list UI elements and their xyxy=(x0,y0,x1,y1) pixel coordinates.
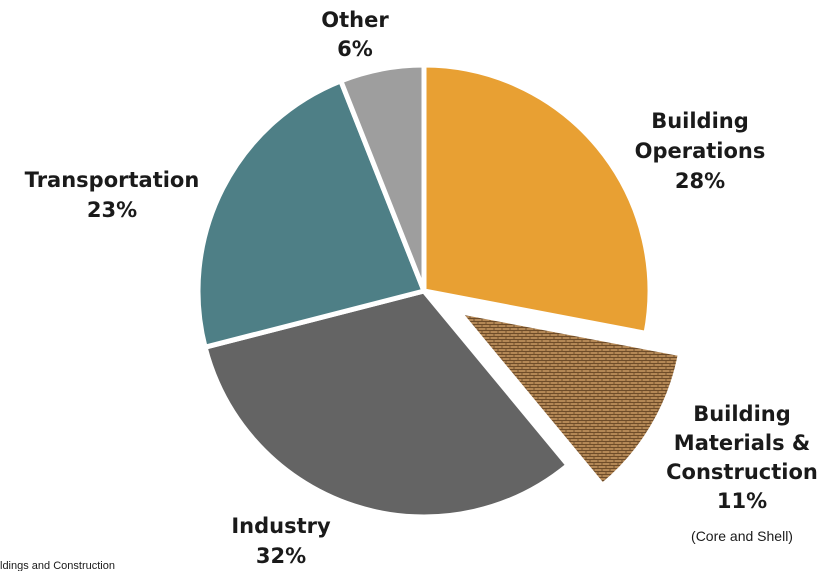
pie-slice-other xyxy=(338,62,427,294)
label-building-materials-line2: Materials & xyxy=(674,431,810,455)
source-note: ldings and Construction xyxy=(0,560,115,571)
label-building-materials-line1: Building xyxy=(693,402,791,426)
label-other-line1: Other xyxy=(321,8,389,32)
label-building-operations-value: 28% xyxy=(675,169,725,193)
label-industry-line1: Industry xyxy=(231,514,331,538)
label-building-materials: Building Materials & Construction 11% (C… xyxy=(666,402,818,544)
label-transportation: Transportation 23% xyxy=(25,168,200,222)
label-building-materials-value: 11% xyxy=(717,489,767,513)
label-building-materials-line3: Construction xyxy=(666,460,818,484)
label-building-operations-line2: Operations xyxy=(635,139,766,163)
label-building-materials-note: (Core and Shell) xyxy=(691,528,793,544)
label-other-value: 6% xyxy=(337,37,373,61)
label-industry: Industry 32% xyxy=(231,514,331,568)
pie-slice-building-operations xyxy=(421,62,653,336)
pie-slice-transportation xyxy=(195,78,427,350)
pie-slice-industry xyxy=(202,288,571,520)
label-building-operations-line1: Building xyxy=(651,109,749,133)
label-other: Other 6% xyxy=(321,8,389,61)
label-building-operations: Building Operations 28% xyxy=(635,109,766,193)
label-industry-value: 32% xyxy=(256,544,306,568)
pie-slices xyxy=(195,62,683,520)
label-transportation-line1: Transportation xyxy=(25,168,200,192)
label-transportation-value: 23% xyxy=(87,198,137,222)
pie-slice-building-materials-construction xyxy=(455,308,683,488)
